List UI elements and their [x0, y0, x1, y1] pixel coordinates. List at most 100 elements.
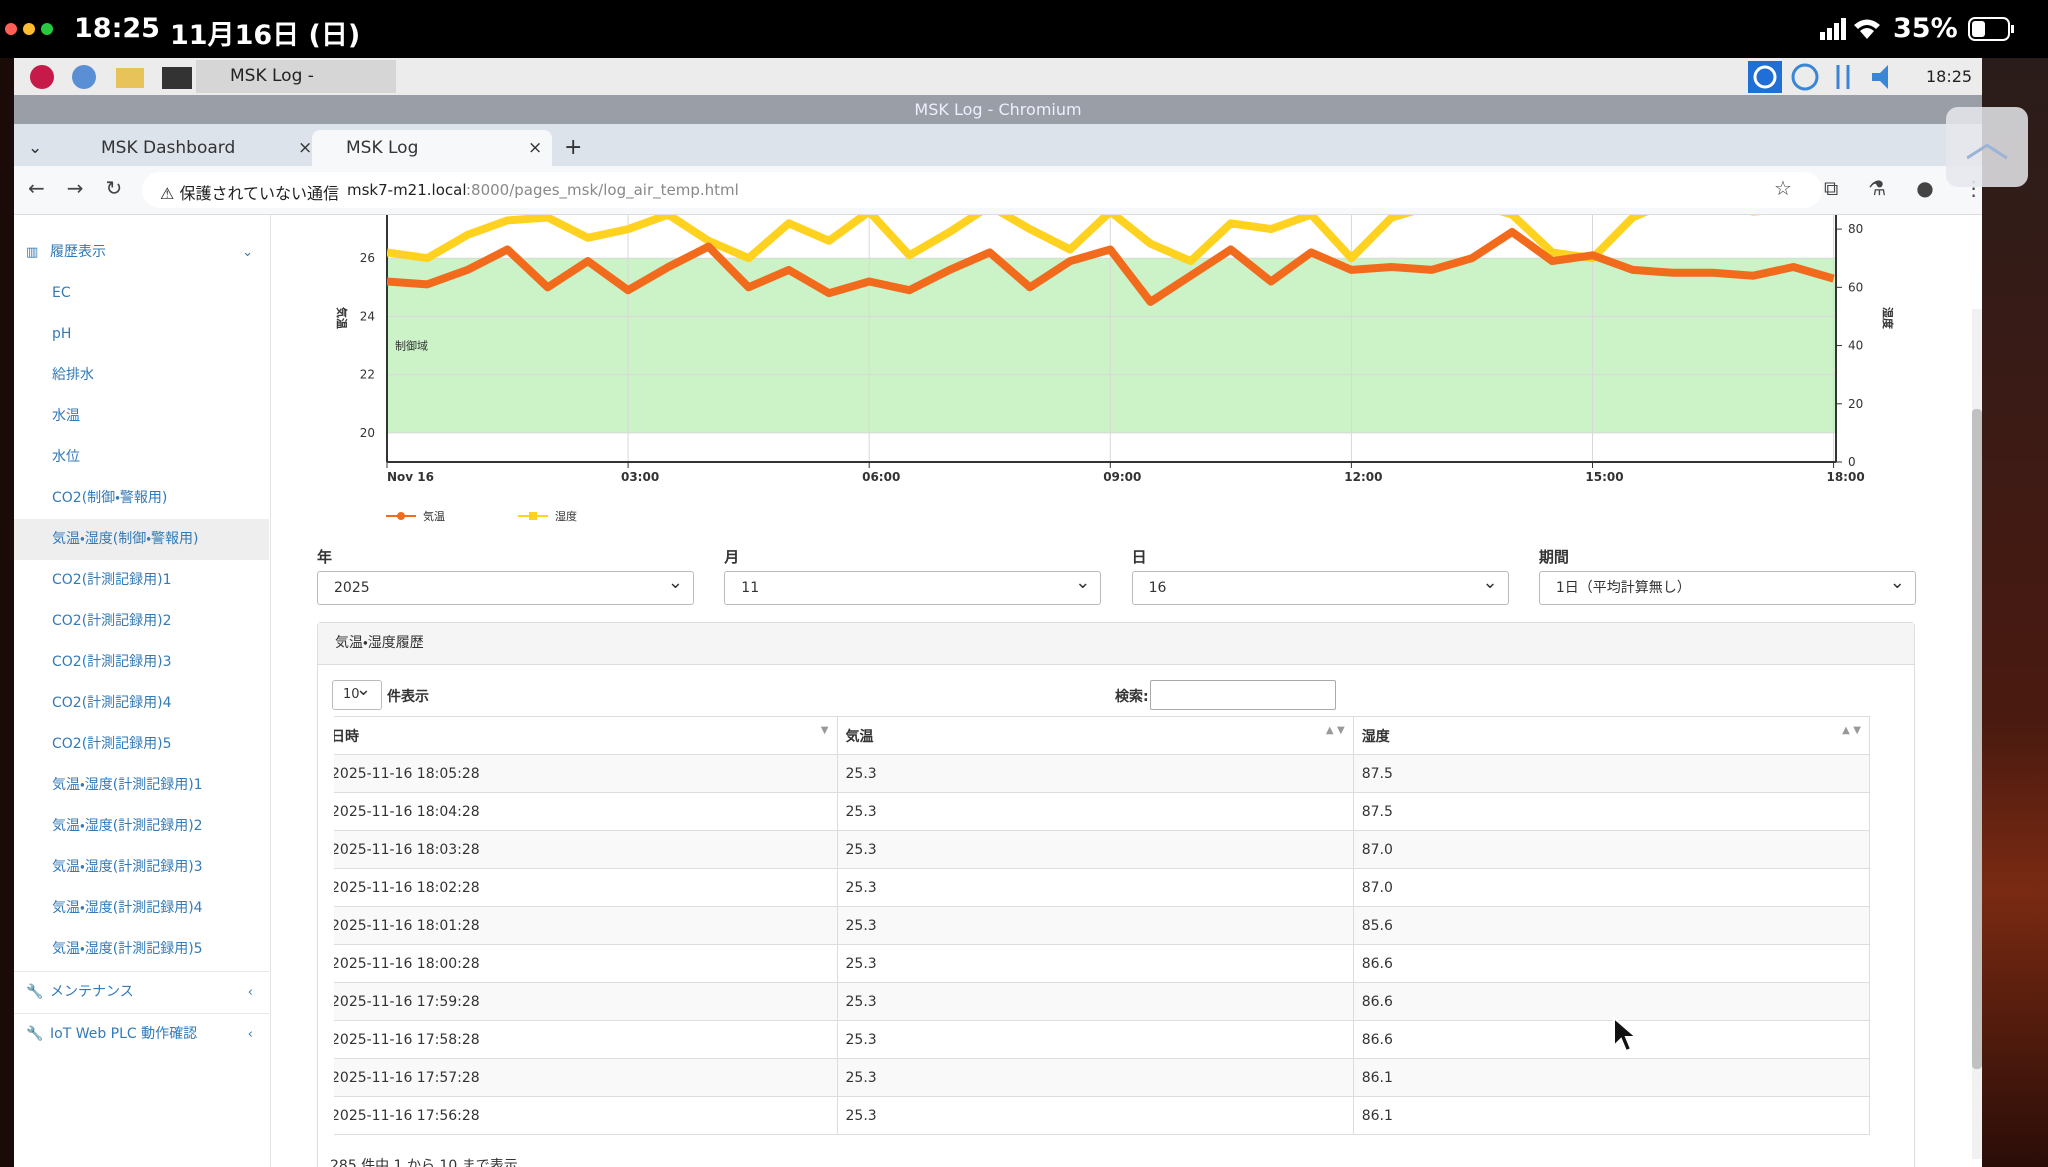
launcher-icons[interactable]	[28, 63, 198, 91]
table-info: 285 件中 1 から 10 まで表示	[330, 1158, 518, 1167]
x-tick-label: 12:00	[1344, 470, 1382, 484]
table-row: 2025-11-16 17:59:28 25.3 86.6	[334, 982, 1871, 1021]
y2-tick-label: 20	[1848, 397, 1863, 411]
nav-group[interactable]: メンテナンス 🔧 ‹	[14, 971, 269, 1012]
chevron: ‹	[247, 1027, 253, 1042]
nav-item[interactable]: CO2(計測記録用)1	[52, 572, 172, 588]
column-header[interactable]: 気温 ▲ ▼	[836, 716, 1354, 755]
tray-icons	[1748, 61, 1888, 93]
nav-item[interactable]: EC	[52, 285, 71, 301]
nav-group[interactable]: IoT Web PLC 動作確認 🔧 ‹	[14, 1013, 269, 1054]
time: 18:25	[74, 13, 160, 44]
page-content: ▥ 履歴表示 ⌄ EC pH 給排水水温水位 CO2(制御・警報用) 気温・湿度(制御・警報用…	[14, 215, 1982, 1167]
nav-item[interactable]: 気温・湿度(計測記録用)2	[52, 818, 203, 834]
table-cell: 86.1	[1352, 1096, 1871, 1135]
url-path: :8000/pages_msk/log_air_temp.html	[466, 181, 739, 199]
tab-close[interactable]: ×	[528, 138, 543, 158]
x-tick-label: 09:00	[1103, 470, 1141, 484]
date: 11月16日 (日)	[170, 20, 361, 51]
page-length-suffix: 件表示	[387, 689, 429, 705]
tab-active[interactable]: MSK Log	[312, 130, 552, 166]
page-length[interactable]: 10	[332, 676, 382, 710]
chevron: ‹	[247, 985, 253, 1000]
nav-item[interactable]: 気温・湿度(計測記録用)5	[52, 941, 203, 957]
nav-item[interactable]: 気温・湿度(計測記録用)1	[52, 777, 203, 793]
table-cell: 25.3	[836, 868, 1354, 907]
x-tick-label: 03:00	[621, 470, 659, 484]
table-cell: 2025-11-16 17:59:28	[334, 982, 838, 1021]
nav-item[interactable]: 給排水	[52, 367, 94, 383]
security-warning[interactable]: ⚠ 保護されていない通信	[160, 184, 339, 203]
table-cell: 86.1	[1352, 1058, 1871, 1097]
nav-buttons[interactable]: ←→↻	[28, 176, 145, 200]
sort-icon: ▲ ▼	[1842, 725, 1861, 736]
taskbar-window[interactable]: MSK Log - Chromium	[196, 60, 396, 119]
battery-percent: 35%	[1893, 13, 1958, 44]
table-row: 2025-11-16 18:01:28 25.3 85.6	[334, 906, 1871, 945]
scrollbar[interactable]	[1972, 309, 1982, 1159]
search-input[interactable]	[1150, 680, 1336, 710]
table-cell: 2025-11-16 18:00:28	[334, 944, 838, 983]
tab[interactable]: MSK Dashboard	[101, 138, 236, 158]
security-text: 保護されていない通信	[179, 184, 339, 203]
chevron: ⌄	[242, 245, 253, 260]
group-icon: 🔧	[26, 984, 44, 1000]
nav-item[interactable]: pH	[52, 326, 72, 342]
column-header[interactable]: 日時 ▼	[334, 716, 838, 755]
table-cell: 2025-11-16 18:02:28	[334, 868, 838, 907]
table-cell: 2025-11-16 18:01:28	[334, 906, 838, 945]
nav-item[interactable]: CO2(計測記録用)5	[52, 736, 172, 752]
nav-item[interactable]: 気温・湿度(制御・警報用)	[14, 519, 269, 560]
column-header[interactable]: 湿度 ▲ ▼	[1352, 716, 1871, 755]
column-title: 湿度	[1361, 728, 1390, 745]
chart: 制御域 20 22 24 26 0 20 40 60 80 Nov 16 03:00 06:00 09:0…	[335, 215, 1895, 523]
table-cell: 25.3	[836, 792, 1354, 831]
nav-item[interactable]: CO2(計測記録用)2	[52, 613, 172, 629]
nav-group[interactable]: ▥ 履歴表示 ⌄	[14, 232, 269, 273]
sort-icon: ▼	[820, 725, 829, 736]
nav-item[interactable]: 水温	[52, 408, 80, 424]
y2-tick-label: 40	[1848, 339, 1863, 353]
table-cell: 25.3	[836, 906, 1354, 945]
filter-select[interactable]: 11	[724, 567, 1102, 605]
y-tick-label: 24	[360, 309, 375, 323]
x-tick-label: 06:00	[862, 470, 900, 484]
tab-close[interactable]: ×	[298, 138, 313, 158]
table-cell: 25.3	[836, 830, 1354, 869]
background	[1982, 58, 2048, 1167]
table-row: 2025-11-16 18:05:28 25.3 87.5	[334, 754, 1871, 793]
window-title: MSK Log - Chromium	[14, 95, 1982, 124]
table-row: 2025-11-16 18:04:28 25.3 87.5	[334, 792, 1871, 831]
filter-label: 月	[724, 548, 740, 566]
nav-item[interactable]: 水位	[52, 449, 80, 465]
legend-label: 湿度	[555, 510, 577, 523]
nav-item[interactable]: 気温・湿度(計測記録用)3	[52, 859, 203, 875]
taskbar-clock: 18:25	[1926, 67, 1973, 86]
filter-label: 期間	[1538, 548, 1569, 566]
filter-select[interactable]: 1日（平均計算無し）	[1538, 567, 1916, 605]
nav-item[interactable]: CO2(制御・警報用)	[52, 490, 168, 506]
table-row: 2025-11-16 17:58:28 25.3 86.6	[334, 1020, 1871, 1059]
table-cell: 2025-11-16 18:04:28	[334, 792, 838, 831]
tab-menu[interactable]: ⌄	[28, 138, 43, 158]
table-row: 2025-11-16 18:03:28 25.3 87.0	[334, 830, 1871, 869]
nav-item[interactable]: CO2(計測記録用)4	[52, 695, 172, 711]
filter-select[interactable]: 2025	[317, 567, 694, 605]
mouse-cursor	[1613, 1016, 1639, 1053]
legend-label: 気温	[423, 509, 445, 523]
nav-item[interactable]: CO2(計測記録用)3	[52, 654, 172, 670]
table-cell: 25.3	[836, 944, 1354, 983]
control-band	[387, 258, 1836, 433]
bookmark-star[interactable]: ☆	[1774, 176, 1792, 200]
scrollbar-thumb[interactable]	[1972, 409, 1982, 1069]
y2-axis-label: 湿度	[1881, 307, 1895, 330]
nav-item[interactable]: 気温・湿度(計測記録用)4	[52, 900, 203, 916]
new-tab[interactable]: +	[564, 135, 583, 160]
scroll-top-button[interactable]: ︿	[1946, 107, 2028, 187]
legend-marker	[397, 512, 405, 520]
filter-select[interactable]: 16	[1131, 567, 1509, 605]
status-bar: 18:25 11月16日 (日) 35%	[0, 0, 2048, 58]
omnibox[interactable]: ⚠ 保護されていない通信 msk7-m21.local :8000/pages_…	[142, 172, 1822, 208]
